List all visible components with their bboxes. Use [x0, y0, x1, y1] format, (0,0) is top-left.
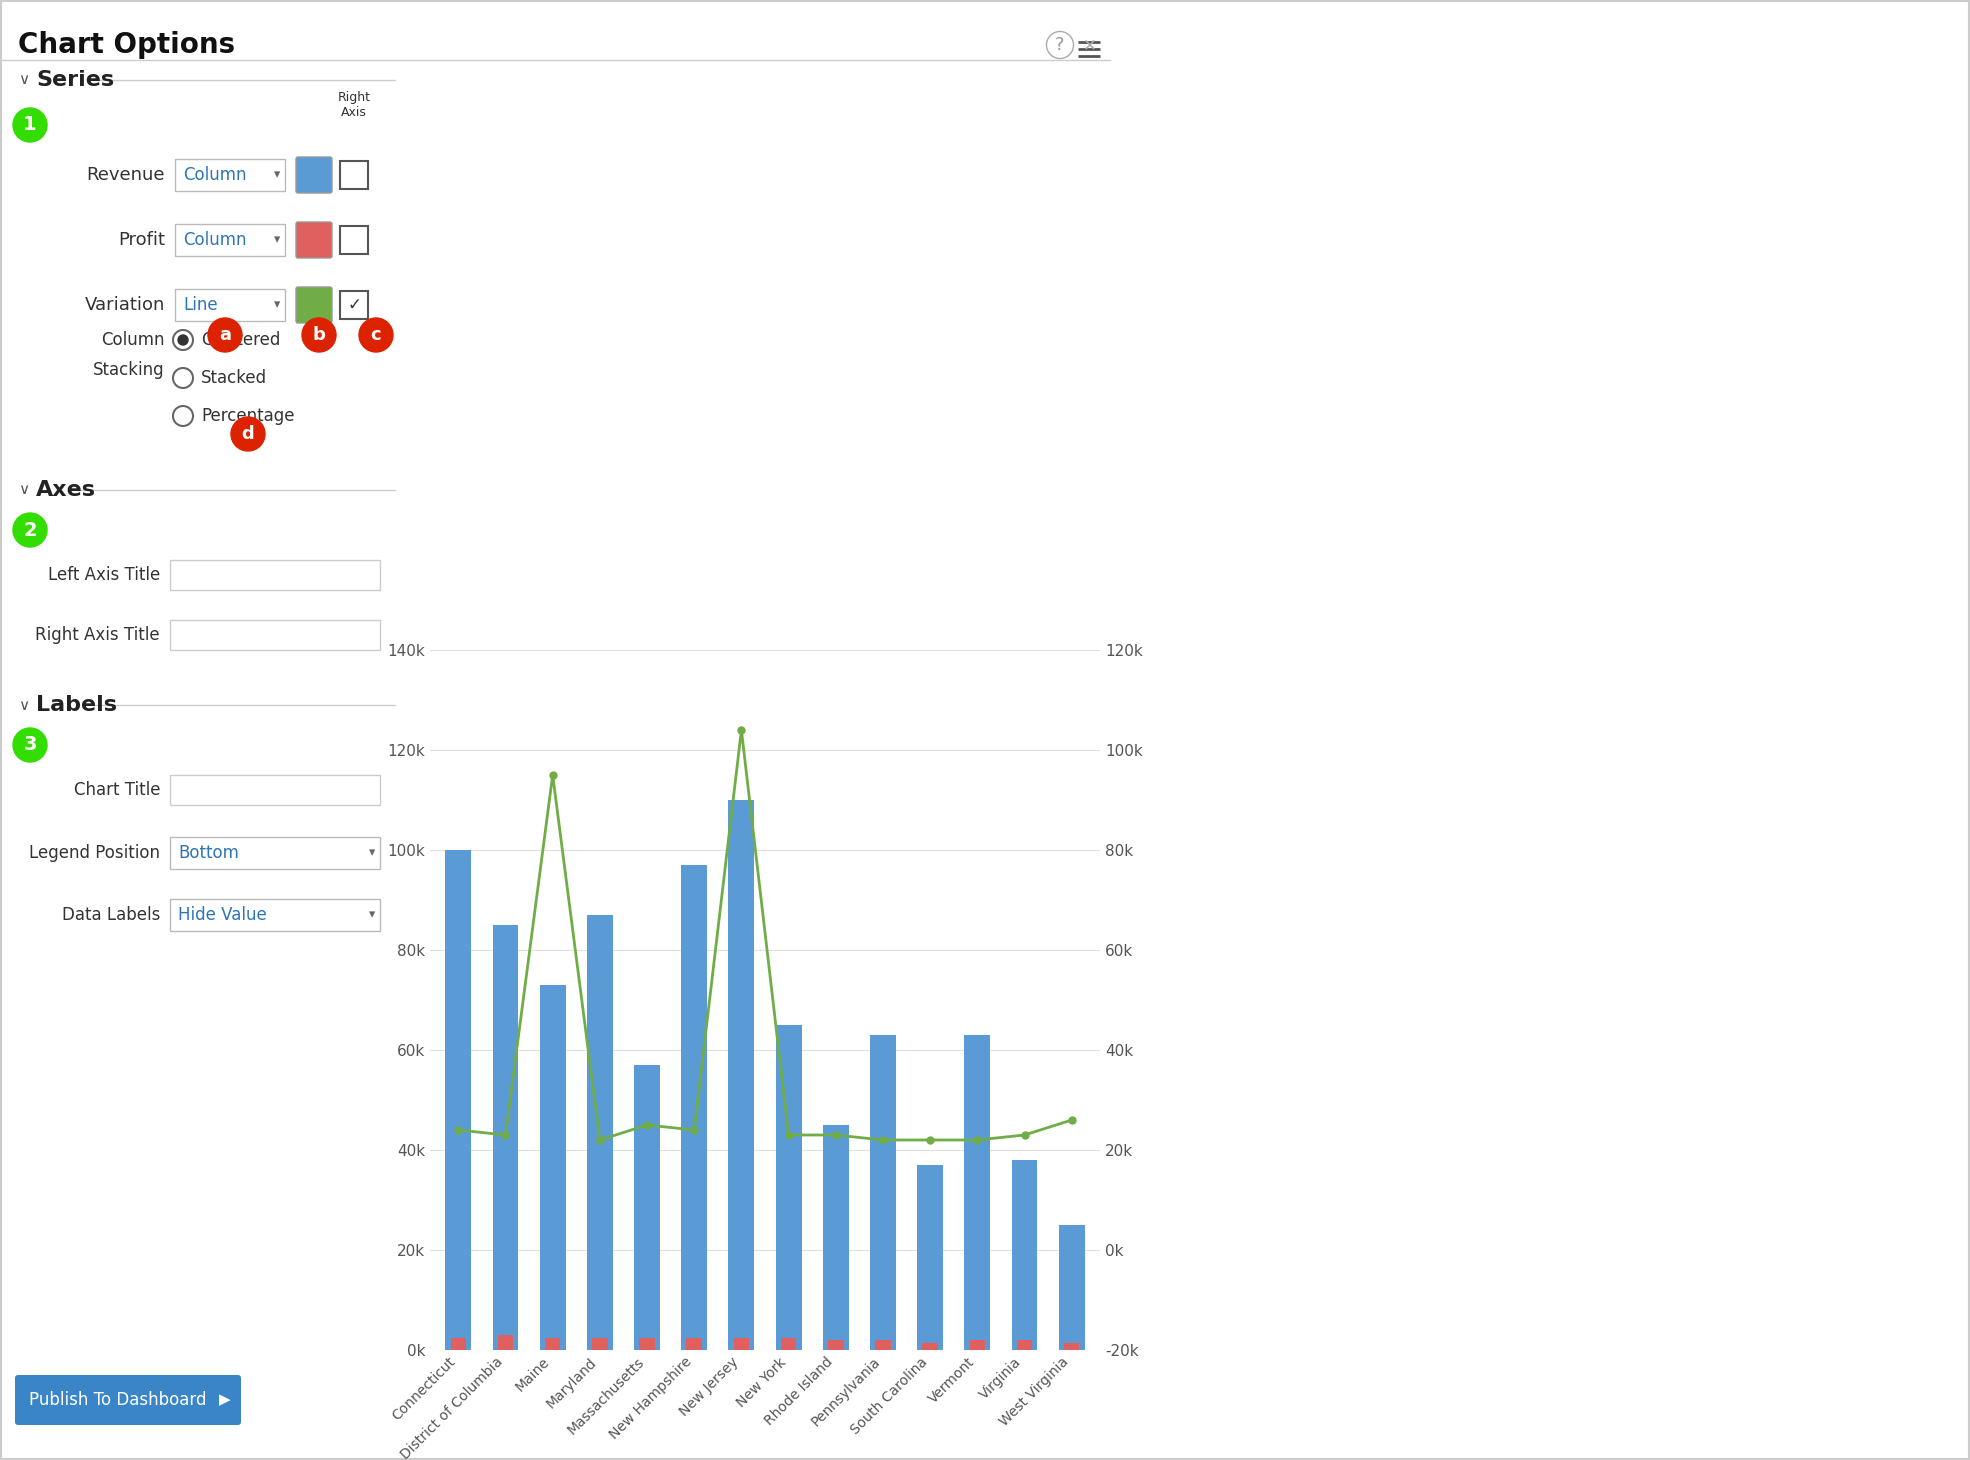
Text: Percentage: Percentage [201, 407, 294, 425]
Bar [733, 1337, 749, 1351]
Text: ∨: ∨ [18, 698, 30, 712]
Text: Column: Column [183, 231, 246, 250]
Text: Variation: Variation [85, 296, 165, 314]
Bar [682, 864, 707, 1350]
Circle shape [14, 512, 47, 548]
Bar [827, 1340, 843, 1350]
Text: Series: Series [35, 70, 114, 91]
Text: Line: Line [183, 296, 217, 314]
Text: Hide Value: Hide Value [177, 907, 266, 924]
Bar [341, 226, 368, 254]
Circle shape [209, 318, 242, 352]
Text: Axes: Axes [35, 480, 97, 499]
Bar [1011, 1161, 1038, 1350]
Bar [1017, 1340, 1032, 1350]
Bar [341, 161, 368, 188]
Text: Right
Axis: Right Axis [337, 91, 370, 120]
Circle shape [14, 108, 47, 142]
Text: Publish To Dashboard: Publish To Dashboard [30, 1391, 207, 1409]
Text: ▾: ▾ [368, 847, 374, 860]
Text: a: a [219, 326, 230, 345]
Circle shape [173, 330, 193, 350]
Circle shape [177, 334, 187, 345]
Text: 1: 1 [24, 115, 37, 134]
Text: Clustered: Clustered [201, 331, 280, 349]
Text: ▾: ▾ [274, 298, 280, 311]
Text: Right Axis Title: Right Axis Title [35, 626, 160, 644]
FancyBboxPatch shape [169, 837, 380, 869]
Text: Left Axis Title: Left Axis Title [47, 566, 160, 584]
FancyBboxPatch shape [16, 1375, 240, 1425]
Text: ∨: ∨ [18, 482, 30, 498]
Bar [1058, 1225, 1085, 1351]
FancyBboxPatch shape [175, 289, 286, 321]
Text: Chart Options: Chart Options [18, 31, 234, 58]
FancyBboxPatch shape [175, 159, 286, 191]
Text: c: c [370, 326, 382, 345]
Text: ✕: ✕ [1084, 36, 1097, 54]
Bar [587, 915, 613, 1350]
Circle shape [14, 729, 47, 762]
Bar [593, 1337, 607, 1351]
FancyBboxPatch shape [169, 899, 380, 931]
Bar [918, 1165, 944, 1351]
FancyBboxPatch shape [296, 288, 333, 323]
Text: Column: Column [183, 166, 246, 184]
Bar [638, 1337, 654, 1351]
Text: ▾: ▾ [274, 234, 280, 247]
Text: ▶: ▶ [219, 1393, 230, 1407]
Text: d: d [242, 425, 254, 442]
Bar [965, 1035, 991, 1350]
Bar [823, 1126, 849, 1350]
Text: 3: 3 [24, 736, 37, 755]
Bar [498, 1334, 514, 1350]
Bar [871, 1035, 896, 1350]
Bar [445, 850, 471, 1350]
Text: ∨: ∨ [18, 73, 30, 88]
Text: ?: ? [1056, 36, 1064, 54]
Circle shape [359, 318, 392, 352]
Text: Revenue: Revenue [87, 166, 165, 184]
FancyBboxPatch shape [296, 158, 333, 193]
FancyBboxPatch shape [175, 223, 286, 256]
Bar [1064, 1343, 1080, 1350]
Bar [169, 561, 380, 590]
Text: Bottom: Bottom [177, 844, 238, 861]
Text: Column: Column [102, 331, 165, 349]
Bar [492, 926, 518, 1350]
Text: ▾: ▾ [368, 908, 374, 921]
Bar [546, 1337, 559, 1351]
Text: b: b [313, 326, 325, 345]
Bar [341, 291, 368, 318]
Bar [451, 1337, 467, 1351]
FancyBboxPatch shape [296, 222, 333, 258]
Text: Profit: Profit [118, 231, 165, 250]
Circle shape [301, 318, 337, 352]
Text: Labels: Labels [35, 695, 116, 715]
Bar [634, 1064, 660, 1350]
Bar [540, 986, 565, 1350]
Bar [922, 1343, 938, 1350]
Text: ▾: ▾ [274, 168, 280, 181]
Bar [169, 775, 380, 804]
Circle shape [173, 368, 193, 388]
Bar [875, 1340, 890, 1350]
Bar [729, 800, 755, 1350]
Text: Data Labels: Data Labels [61, 907, 160, 924]
Text: Chart Title: Chart Title [73, 781, 160, 799]
Circle shape [230, 418, 266, 451]
Circle shape [173, 406, 193, 426]
Text: Stacked: Stacked [201, 369, 268, 387]
Text: Stacking: Stacking [93, 361, 165, 380]
Bar [969, 1340, 985, 1350]
Text: Legend Position: Legend Position [30, 844, 160, 861]
Text: 2: 2 [24, 521, 37, 540]
Bar [686, 1337, 701, 1351]
Bar [780, 1337, 796, 1351]
Bar [169, 620, 380, 650]
Text: ✓: ✓ [347, 296, 361, 314]
Bar [776, 1025, 802, 1350]
